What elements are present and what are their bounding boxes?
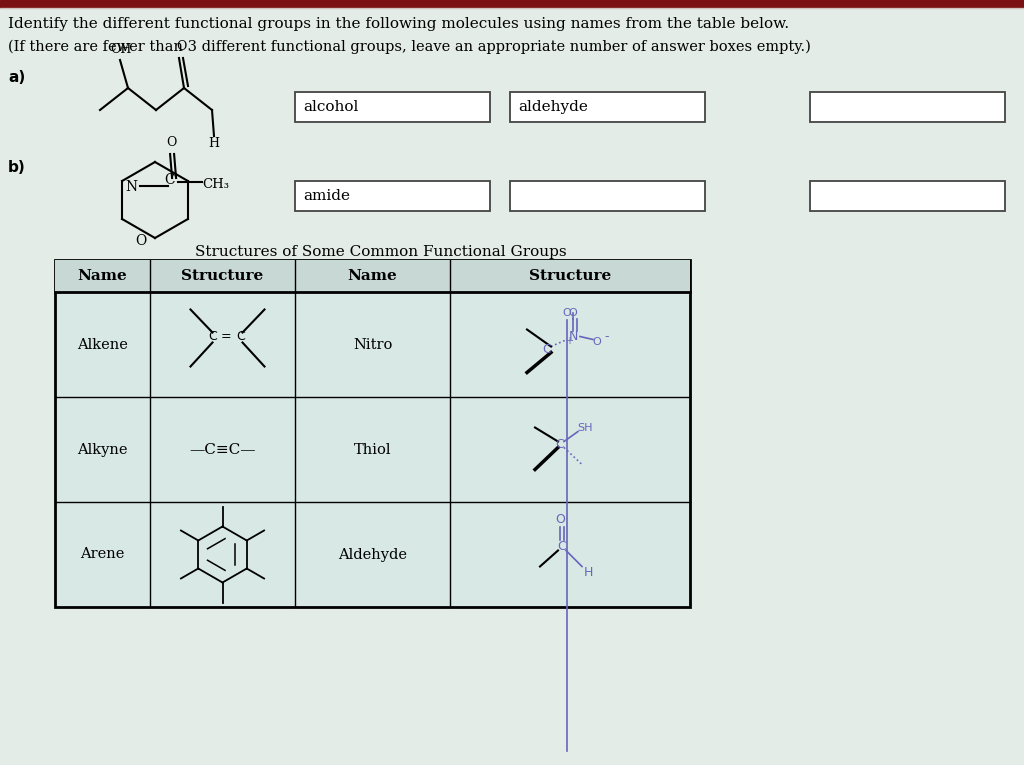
Text: C: C [237,330,245,343]
Bar [55,260,690,607]
Text: N: N [125,180,137,194]
Text: O: O [562,308,571,317]
Text: O: O [166,136,176,149]
Text: amide: amide [303,189,350,203]
Bar [810,181,1005,211]
Text: Thiol: Thiol [353,442,391,457]
Text: Identify the different functional groups in the following molecules using names : Identify the different functional groups… [8,17,790,31]
Bar [510,92,705,122]
Text: CH₃: CH₃ [202,178,229,191]
Bar [55,260,690,607]
Text: SH: SH [578,422,593,432]
Text: O: O [135,234,146,248]
Text: O: O [176,40,186,53]
Text: N: N [568,330,578,343]
Bar [0,0,1024,8]
Text: Arene: Arene [80,548,125,562]
Text: Nitro: Nitro [353,337,392,351]
Text: H: H [584,566,593,579]
Text: C: C [556,438,564,451]
Bar [55,260,690,292]
Text: +: + [565,336,573,346]
Text: —C≡C—: —C≡C— [189,442,256,457]
Text: O: O [593,337,601,347]
Text: C: C [208,330,217,343]
Text: alcohol: alcohol [303,100,358,114]
Text: a): a) [8,70,26,85]
Text: C: C [558,540,566,553]
Text: Name: Name [347,269,397,283]
Text: O: O [568,308,578,317]
Text: =: = [220,330,230,343]
Bar [810,92,1005,122]
Text: Structure: Structure [528,269,611,283]
Text: Alkyne: Alkyne [77,442,128,457]
Text: Name: Name [78,269,127,283]
Text: H: H [208,137,219,150]
Text: Structure: Structure [181,269,263,283]
Bar [510,181,705,211]
Bar [295,181,490,211]
Text: Structures of Some Common Functional Groups: Structures of Some Common Functional Gro… [195,245,566,259]
Text: C: C [164,173,175,187]
Text: Alkene: Alkene [77,337,128,351]
Text: C: C [543,343,551,356]
Bar [295,92,490,122]
Text: OH: OH [110,43,131,56]
Text: Aldehyde: Aldehyde [338,548,407,562]
Text: -: - [605,330,609,343]
Text: b): b) [8,160,26,175]
Text: O: O [555,513,565,526]
Text: (If there are fewer than 3 different functional groups, leave an appropriate num: (If there are fewer than 3 different fun… [8,40,811,54]
Text: aldehyde: aldehyde [518,100,588,114]
